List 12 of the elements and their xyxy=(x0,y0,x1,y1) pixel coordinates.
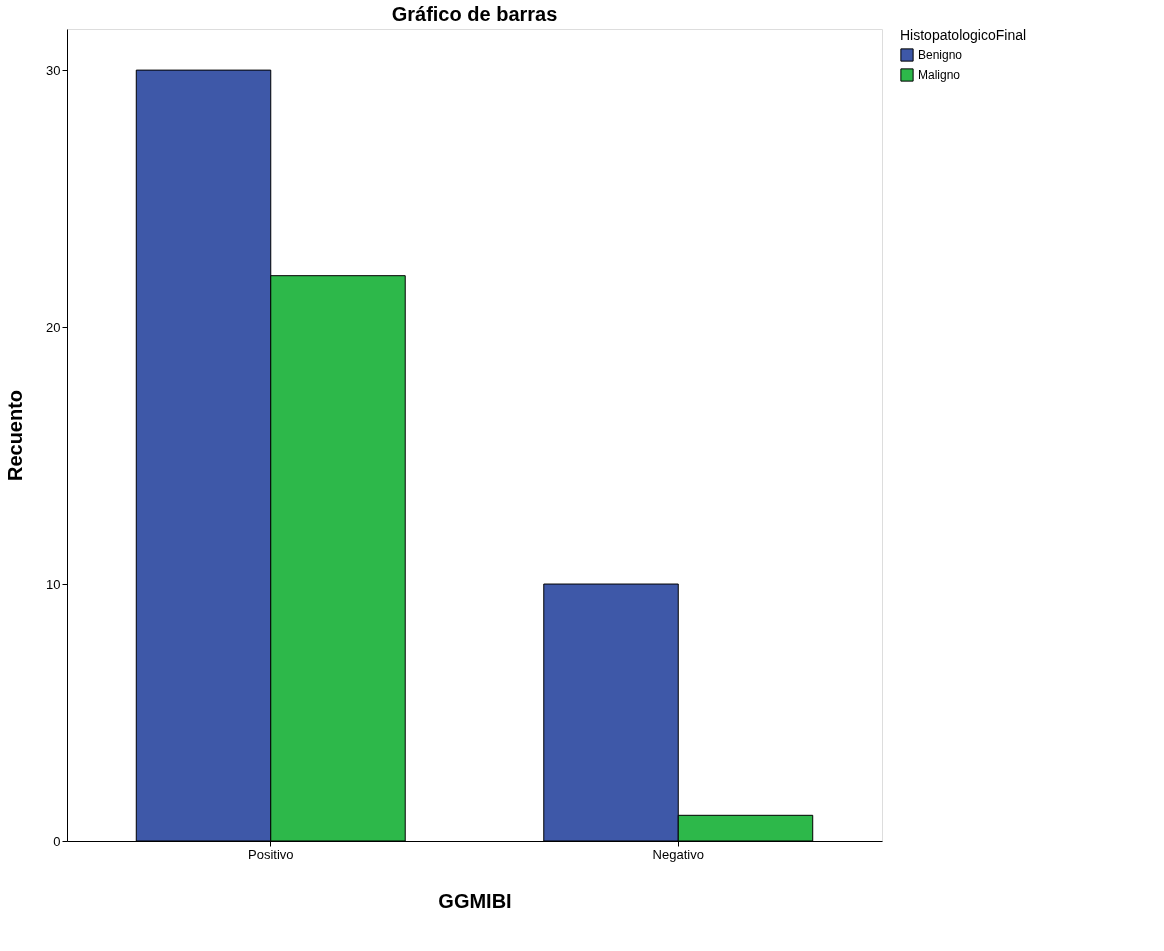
y-tick-label: 10 xyxy=(46,576,61,592)
x-tick-label: Negativo xyxy=(652,846,704,862)
legend-label: Maligno xyxy=(918,68,961,82)
legend-label: Benigno xyxy=(918,48,963,62)
chart-title: Gráfico de barras xyxy=(391,3,558,25)
y-tick-label: 20 xyxy=(46,319,61,335)
x-axis-title: GGMIBI xyxy=(438,889,512,912)
y-tick-label: 30 xyxy=(46,62,61,78)
legend-title: HistopatologicoFinal xyxy=(900,27,1027,43)
y-tick-label: 0 xyxy=(53,833,61,849)
y-axis-title: Recuento xyxy=(4,389,27,482)
x-tick-label: Positivo xyxy=(247,846,294,862)
